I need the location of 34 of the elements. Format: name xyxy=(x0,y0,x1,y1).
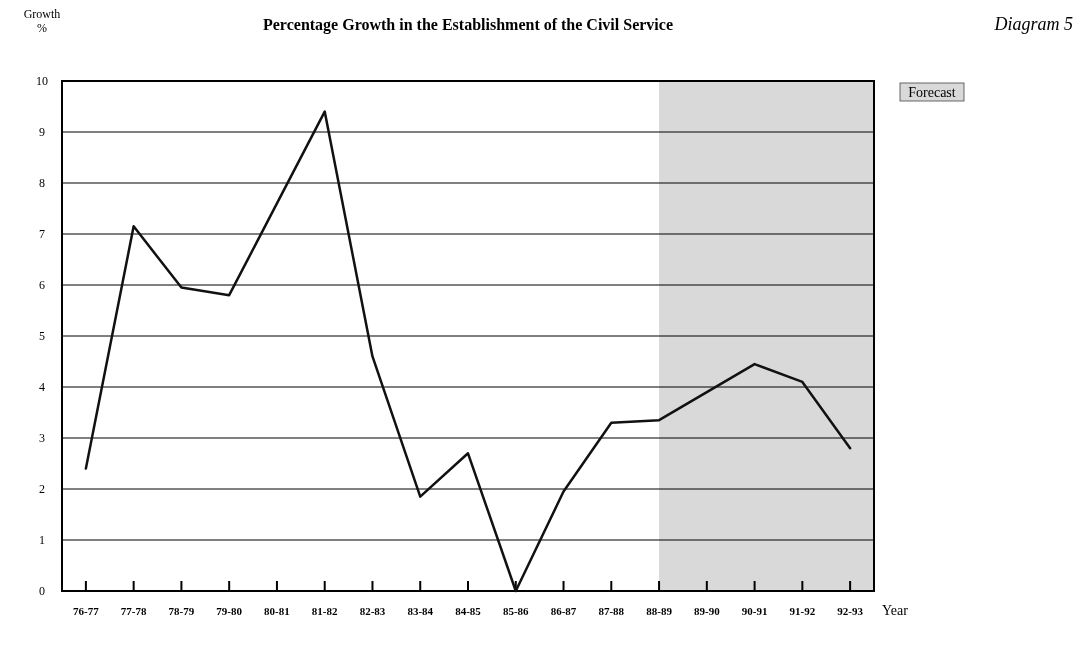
x-axis-title: Year xyxy=(882,603,909,618)
x-tick-label: 85-86 xyxy=(502,605,530,617)
x-tick-label: 89-90 xyxy=(693,605,721,617)
y-tick-label: 4 xyxy=(39,380,45,394)
x-tick-label: 84-85 xyxy=(455,605,482,617)
x-tick-label: 92-93 xyxy=(837,605,864,617)
y-tick-label: 7 xyxy=(39,227,45,241)
y-tick-label: 5 xyxy=(39,329,45,343)
x-tick-label: 88-89 xyxy=(646,605,673,617)
y-tick-label: 0 xyxy=(39,584,45,598)
x-tick-label: 79-80 xyxy=(216,605,243,617)
x-tick-label: 87-88 xyxy=(598,605,625,617)
y-tick-label: 2 xyxy=(39,482,45,496)
x-tick-label: 81-82 xyxy=(311,605,339,617)
x-tick-label: 82-83 xyxy=(359,605,386,617)
x-tick-label: 90-91 xyxy=(741,605,768,617)
x-tick-label: 80-81 xyxy=(264,605,290,617)
y-tick-label: 8 xyxy=(39,176,45,190)
line-series xyxy=(84,110,852,593)
band-label: Forecast xyxy=(908,84,956,100)
x-tick-label: 83-84 xyxy=(407,605,434,617)
text: Diagram 5 xyxy=(993,14,1073,34)
y-tick-label: 6 xyxy=(39,278,45,292)
x-tick-label: 91-92 xyxy=(789,605,816,617)
y-axis-title: Growth % xyxy=(23,7,61,35)
chart-title: Percentage Growth in the Establishment of the Civil Service xyxy=(262,16,674,34)
y-tick-label: 1 xyxy=(39,533,45,547)
x-tick-label: 86-87 xyxy=(550,605,577,617)
y-tick-label: 9 xyxy=(39,125,45,139)
y-tick-label: 3 xyxy=(39,431,45,445)
x-tick-label: 77-78 xyxy=(120,605,147,617)
x-tick-label: 78-79 xyxy=(168,605,195,617)
x-tick-label: 76-77 xyxy=(73,605,100,617)
y-tick-label: 10 xyxy=(36,74,48,88)
